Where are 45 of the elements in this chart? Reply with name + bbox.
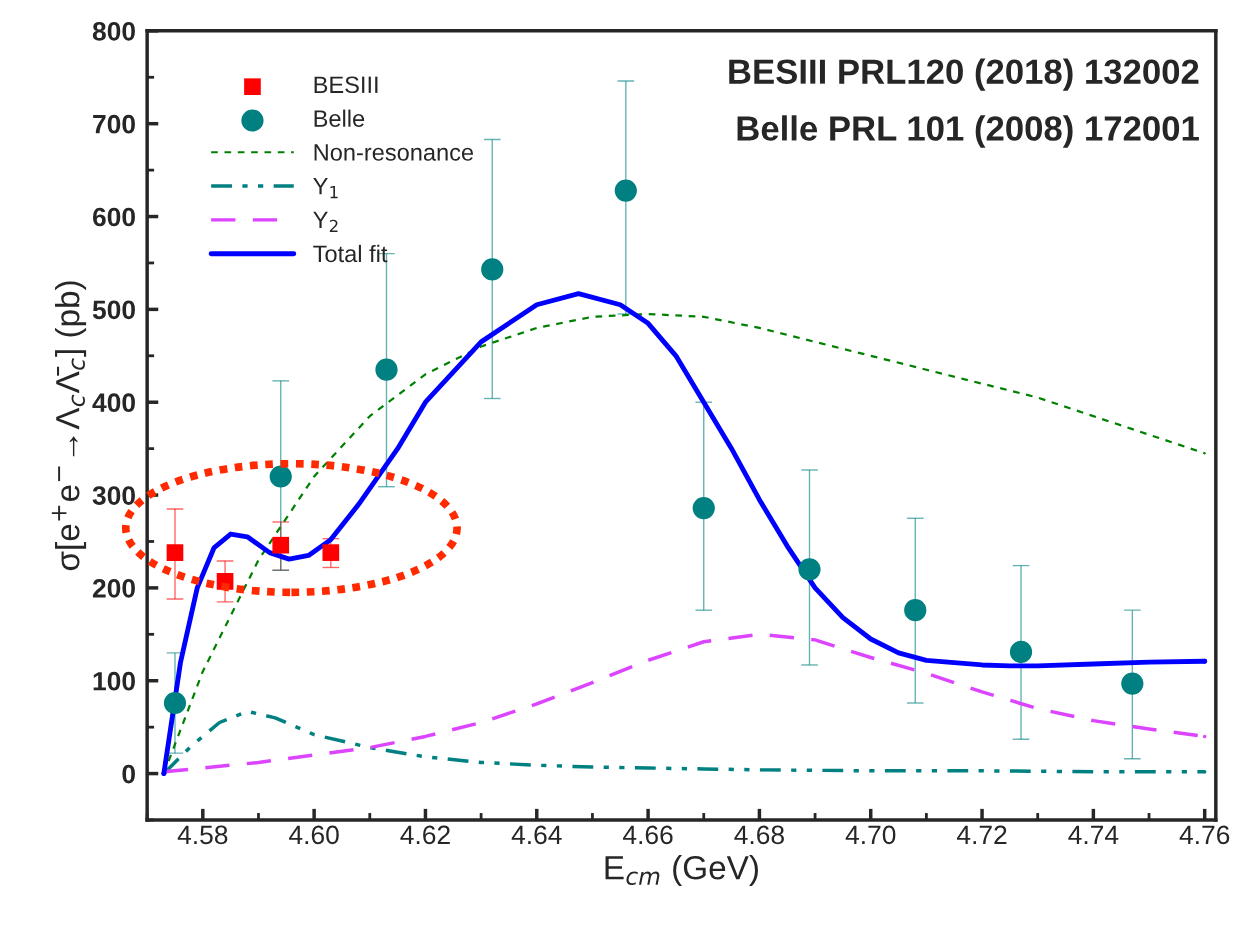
- x-tick-label: 4.66: [623, 825, 673, 845]
- point: [1202, 734, 1207, 739]
- point: [1202, 658, 1208, 664]
- point: [798, 558, 821, 581]
- annotation: Belle PRL 101 (2008) 172001: [737, 115, 1199, 148]
- legend-label: Total fit: [313, 244, 388, 263]
- x-tick-label: 4.60: [289, 825, 339, 845]
- legend-label: Belle: [314, 109, 365, 127]
- x-tick-label: 4.62: [400, 825, 450, 845]
- text: σ[e$^{+}$e$^{−}$→Λ$_{c}$Λ̄$_{c}$] (pb): [51, 281, 87, 571]
- y-tick-label: 400: [92, 393, 135, 413]
- y-tick-label: 200: [92, 579, 135, 598]
- y-tick-label: 0: [122, 764, 135, 784]
- x-axis-title: E$_{cm}$ (GeV): [605, 855, 758, 887]
- point: [1202, 769, 1207, 774]
- x-tick-label: 4.76: [1179, 825, 1230, 845]
- point: [163, 691, 187, 715]
- y-tick-label: 600: [92, 207, 135, 227]
- point: [692, 496, 715, 520]
- point: [272, 536, 290, 554]
- legend-label: Non-resonance: [314, 144, 474, 161]
- y-tick-label: 100: [93, 671, 135, 691]
- x-tick-label: 4.64: [511, 825, 562, 845]
- point: [481, 258, 504, 281]
- y-tick-label: 700: [93, 114, 135, 134]
- point: [322, 544, 340, 561]
- point: [904, 599, 927, 622]
- point: [375, 358, 398, 381]
- point: [1121, 672, 1144, 695]
- point: [614, 179, 637, 202]
- x-tick-label: 4.68: [734, 825, 784, 845]
- y-tick-label: 800: [92, 21, 135, 41]
- annotation: BESIII PRL120 (2018) 132002: [729, 58, 1199, 91]
- x-tick-label: 4.72: [956, 825, 1007, 844]
- legend-label: BESIII: [314, 76, 378, 94]
- legend-label: Y$_{2}$: [313, 211, 338, 232]
- point: [269, 465, 292, 488]
- x-tick-label: 4.74: [1068, 825, 1119, 844]
- point: [166, 544, 184, 561]
- point: [1009, 640, 1033, 664]
- legend-label: Y$_{1}$: [313, 178, 338, 199]
- x-tick-label: 4.58: [177, 825, 228, 845]
- y-tick-label: 300: [92, 486, 135, 505]
- y-tick-label: 500: [92, 300, 135, 320]
- x-tick-label: 4.70: [845, 825, 896, 845]
